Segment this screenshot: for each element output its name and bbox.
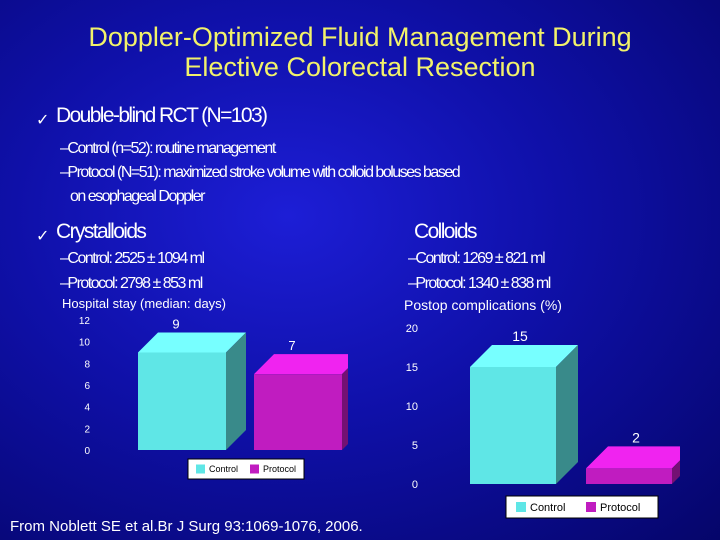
y-tick-label: 10 <box>79 338 91 349</box>
legend-label-protocol: Protocol <box>600 502 640 514</box>
bar-side-face <box>556 345 578 484</box>
y-tick-label: 8 <box>84 359 90 370</box>
bar-control <box>138 352 226 450</box>
sub-control-group: –Control (n=52): routine management <box>60 140 276 157</box>
y-tick-label: 5 <box>412 440 418 452</box>
y-tick-label: 6 <box>84 381 90 392</box>
legend-box <box>187 458 305 480</box>
y-tick-label: 12 <box>79 316 91 327</box>
title-line-1: Doppler-Optimized Fluid Management Durin… <box>88 22 632 52</box>
data-label: 15 <box>512 328 528 344</box>
sub-colloids-control: –Control: 1269 ± 821 ml <box>408 250 546 267</box>
legend-swatch-control <box>516 502 526 512</box>
bar-top-face <box>470 345 578 367</box>
legend-swatch-control <box>196 464 205 474</box>
bar-side-face <box>672 460 680 484</box>
citation: From Noblett SE et al.Br J Surg 93:1069-… <box>10 518 363 535</box>
bar-protocol <box>254 374 342 450</box>
legend-swatch-protocol <box>586 502 596 512</box>
bar-protocol <box>586 468 672 484</box>
check-icon: ✓ <box>36 228 50 245</box>
data-label: 7 <box>288 338 295 353</box>
data-label: 9 <box>172 317 179 332</box>
sub-colloids-protocol: –Protocol: 1340 ± 838 ml <box>408 275 551 292</box>
complications-chart: Postop complications (%) 0 5 10 15 20 15 2 Contr… <box>404 297 680 519</box>
sub-protocol-group: –Protocol (N=51): maximized stroke volum… <box>60 164 461 181</box>
title-line-2: Elective Colorectal Resection <box>184 52 536 82</box>
legend-label-control: Control <box>209 464 238 474</box>
sub-crystalloids-protocol: –Protocol: 2798 ± 853 ml <box>60 275 203 292</box>
y-tick-label: 0 <box>412 479 418 491</box>
legend-label-protocol: Protocol <box>263 464 296 474</box>
bullet-colloids: Colloids <box>414 220 478 243</box>
chart-title: Postop complications (%) <box>404 297 562 313</box>
bar-control <box>470 367 556 484</box>
bar-side-face <box>342 368 348 450</box>
chart-title: Hospital stay (median: days) <box>62 296 226 311</box>
y-tick-label: 20 <box>406 323 418 335</box>
y-tick-label: 15 <box>406 362 418 374</box>
bar-top-face <box>586 446 680 469</box>
bar-top-face <box>138 332 246 353</box>
sub-protocol-group-cont: on esophageal Doppler <box>70 188 205 205</box>
check-icon: ✓ <box>36 112 50 129</box>
y-tick-label: 10 <box>406 401 418 413</box>
slide-title: Doppler-Optimized Fluid Management Durin… <box>0 22 720 82</box>
bar-top-face <box>254 354 348 375</box>
bullet-crystalloids: Crystalloids <box>56 220 147 243</box>
legend-label-control: Control <box>530 502 565 514</box>
legend-swatch-protocol <box>250 464 259 474</box>
bar-side-face <box>226 332 246 450</box>
y-tick-label: 4 <box>84 403 90 414</box>
bullet-study-design: Double-blind RCT (N=103) <box>56 104 268 127</box>
legend-box <box>505 495 659 519</box>
sub-crystalloids-control: –Control: 2525 ± 1094 ml <box>60 250 205 267</box>
data-label: 2 <box>632 429 640 445</box>
hospital-stay-chart: Hospital stay (median: days) 0 2 4 6 8 10 12 9 7 C… <box>62 296 348 480</box>
y-tick-label: 0 <box>84 446 90 457</box>
y-tick-label: 2 <box>84 424 90 435</box>
